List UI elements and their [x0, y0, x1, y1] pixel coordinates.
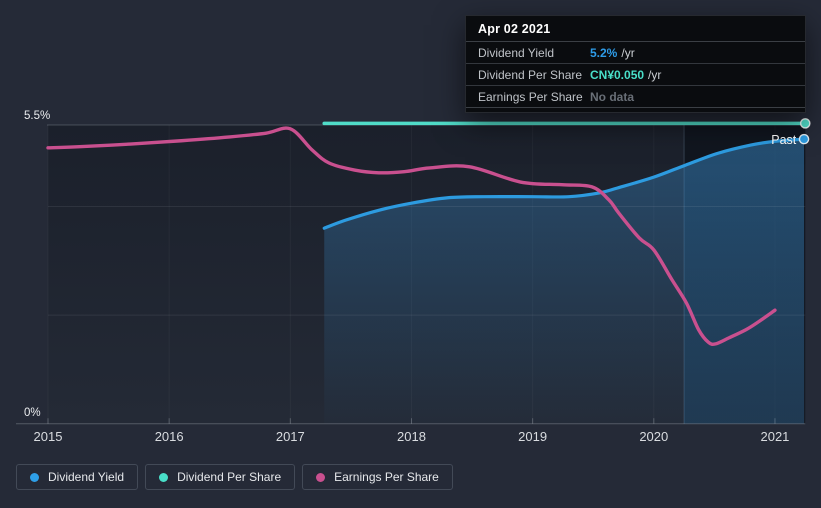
x-tick-label: 2017	[276, 429, 305, 444]
x-tick-label: 2015	[34, 429, 63, 444]
tooltip-label: Dividend Per Share	[478, 67, 583, 82]
chart-tooltip: Apr 02 2021 Dividend Yield 5.2%/yr Divid…	[465, 15, 806, 113]
dividend-yield-area-past	[684, 139, 805, 424]
series-end-dot[interactable]	[799, 118, 811, 129]
x-tick-label: 2016	[155, 429, 184, 444]
tooltip-row-dividend-yield: Dividend Yield 5.2%/yr	[466, 42, 805, 64]
legend-dot-teal-icon	[159, 472, 169, 482]
legend-dot-pink-icon	[316, 472, 326, 482]
legend-item-label: Dividend Per Share	[177, 470, 282, 484]
legend-item-label: Dividend Yield	[48, 470, 125, 484]
legend-dot-blue-icon	[30, 472, 39, 482]
tooltip-label: Earnings Per Share	[478, 89, 583, 104]
tooltip-row-dividend-per-share: Dividend Per Share CN¥0.050/yr	[466, 64, 805, 86]
tooltip-value: No data	[590, 89, 635, 104]
tooltip-row-earnings-per-share: Earnings Per Share No data	[466, 86, 805, 108]
tooltip-label: Dividend Yield	[478, 45, 555, 60]
tooltip-value: CN¥0.050/yr	[590, 67, 662, 82]
x-tick-label: 2021	[760, 429, 789, 444]
y-axis-label-top: 5.5%	[24, 110, 50, 122]
legend-item-label: Earnings Per Share	[334, 470, 439, 484]
chart-plot-area[interactable]: 2015 2016 2017 2018 2019 2020 2021 5.5% 0% Past	[0, 0, 821, 455]
legend-item-earnings-per-share[interactable]: Earnings Per Share	[302, 464, 453, 490]
x-tick-label: 2019	[518, 429, 547, 444]
x-tick-label: 2020	[639, 429, 668, 444]
series-end-dot[interactable]	[798, 133, 810, 145]
tooltip-value: 5.2%/yr	[590, 45, 635, 60]
tooltip-date: Apr 02 2021	[466, 16, 805, 42]
y-axis-label-bottom: 0%	[24, 407, 41, 419]
x-tick-label: 2018	[397, 429, 426, 444]
legend-item-dividend-yield[interactable]: Dividend Yield	[16, 464, 139, 490]
past-label: Past	[771, 133, 797, 147]
series-line-earnings-per-share	[46, 126, 777, 346]
chart-legend: Dividend Yield Dividend Per Share Earnin…	[16, 464, 453, 490]
legend-item-dividend-per-share[interactable]: Dividend Per Share	[145, 464, 296, 490]
series-line-dividend-yield	[322, 137, 806, 230]
